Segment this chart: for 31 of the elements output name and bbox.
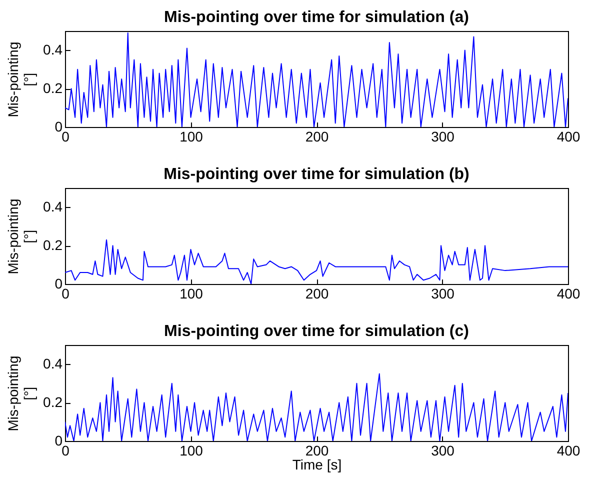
line-series xyxy=(65,239,568,284)
x-tick-label: 300 xyxy=(431,442,455,458)
x-tick-label: 200 xyxy=(305,442,329,458)
y-tick-label: 0 xyxy=(54,118,63,134)
y-tick-label: 0 xyxy=(54,432,63,448)
line-series xyxy=(65,373,568,441)
x-tick-label: 400 xyxy=(556,128,580,144)
y-tick-label: 0.2 xyxy=(43,394,63,410)
x-tick-label: 400 xyxy=(556,442,580,458)
y-axis-title: Mis-pointing [°] xyxy=(5,42,38,118)
y-tick-label: 0 xyxy=(54,276,63,292)
y-axis-title: Mis-pointing [°] xyxy=(5,198,38,274)
y-tick-label: 0.4 xyxy=(43,198,63,215)
y-tick-label: 0.2 xyxy=(43,237,63,254)
x-tick-label: 100 xyxy=(180,128,204,144)
y-tick-label: 0.4 xyxy=(43,356,63,372)
y-axis-title: Mis-pointing [°] xyxy=(5,356,38,432)
chart-title: Mis-pointing over time for simulation (c) xyxy=(164,323,469,340)
x-tick-label: 100 xyxy=(180,286,204,302)
x-tick-label: 100 xyxy=(180,442,204,458)
y-tick-label: 0.4 xyxy=(43,42,63,58)
x-tick-label: 200 xyxy=(305,286,329,302)
x-tick-label: 400 xyxy=(556,286,580,302)
chart-title: Mis-pointing over time for simulation (a) xyxy=(164,9,469,26)
x-axis-title: Time [s] xyxy=(292,456,342,472)
x-tick-label: 300 xyxy=(431,286,455,302)
y-tick-label: 0.2 xyxy=(43,80,63,96)
line-series xyxy=(65,32,568,127)
x-tick-label: 300 xyxy=(431,128,455,144)
x-tick-label: 200 xyxy=(305,128,329,144)
chart-title: Mis-pointing over time for simulation (b) xyxy=(164,166,470,183)
